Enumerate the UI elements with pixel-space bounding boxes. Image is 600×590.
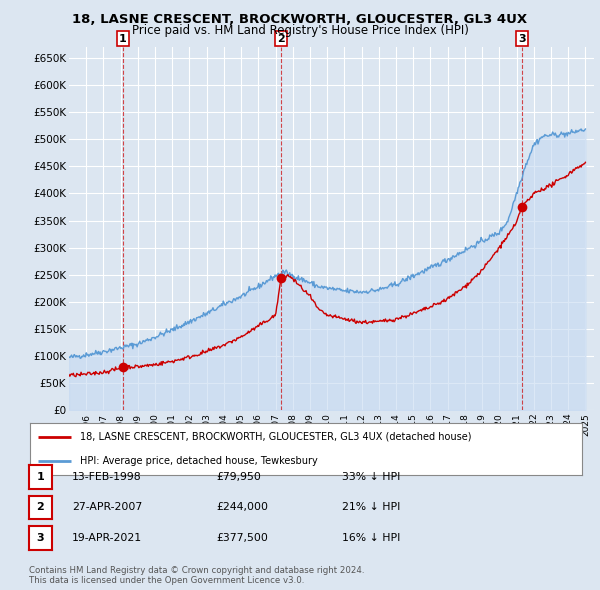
Text: 16% ↓ HPI: 16% ↓ HPI	[342, 533, 400, 543]
Text: 1: 1	[119, 34, 127, 44]
Text: £377,500: £377,500	[216, 533, 268, 543]
Text: £79,950: £79,950	[216, 472, 261, 481]
Text: 18, LASNE CRESCENT, BROCKWORTH, GLOUCESTER, GL3 4UX: 18, LASNE CRESCENT, BROCKWORTH, GLOUCEST…	[73, 13, 527, 26]
Text: 33% ↓ HPI: 33% ↓ HPI	[342, 472, 400, 481]
Text: 27-APR-2007: 27-APR-2007	[72, 503, 142, 512]
Text: 3: 3	[518, 34, 526, 44]
Text: 3: 3	[37, 533, 44, 543]
Text: 21% ↓ HPI: 21% ↓ HPI	[342, 503, 400, 512]
Text: HPI: Average price, detached house, Tewkesbury: HPI: Average price, detached house, Tewk…	[80, 457, 317, 467]
Text: 2: 2	[277, 34, 285, 44]
Text: 18, LASNE CRESCENT, BROCKWORTH, GLOUCESTER, GL3 4UX (detached house): 18, LASNE CRESCENT, BROCKWORTH, GLOUCEST…	[80, 431, 471, 441]
Text: 19-APR-2021: 19-APR-2021	[72, 533, 142, 543]
Text: £244,000: £244,000	[216, 503, 268, 512]
Text: 1: 1	[37, 472, 44, 481]
Text: 13-FEB-1998: 13-FEB-1998	[72, 472, 142, 481]
Text: Price paid vs. HM Land Registry's House Price Index (HPI): Price paid vs. HM Land Registry's House …	[131, 24, 469, 37]
Text: Contains HM Land Registry data © Crown copyright and database right 2024.
This d: Contains HM Land Registry data © Crown c…	[29, 566, 364, 585]
Text: 2: 2	[37, 503, 44, 512]
